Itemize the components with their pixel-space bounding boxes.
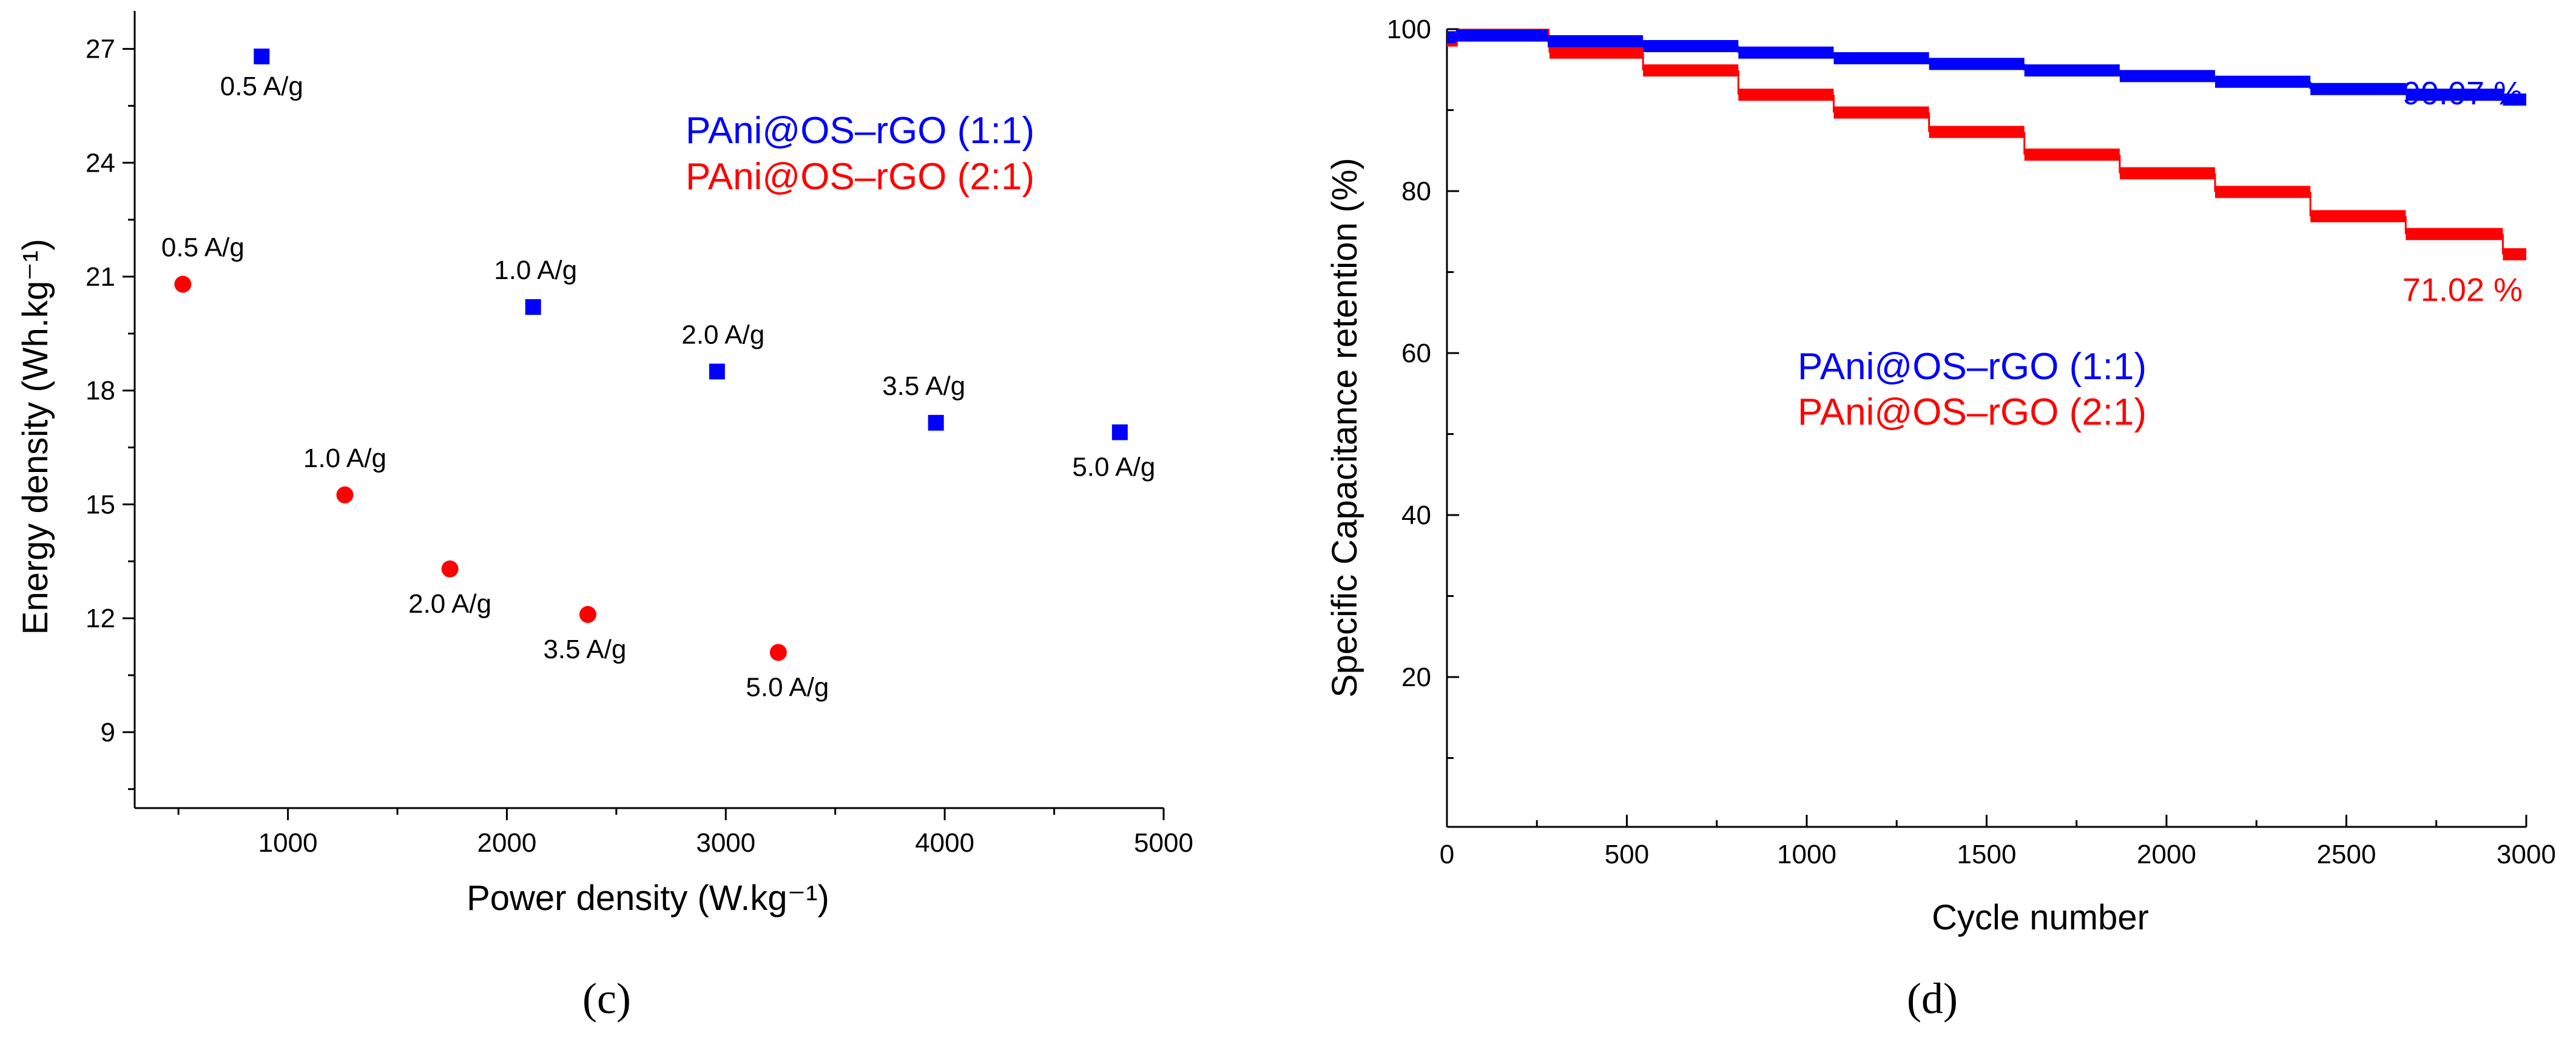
d-y-tick-label: 100 — [1387, 15, 1431, 44]
c-point-label: 1.0 A/g — [303, 443, 386, 473]
energy-power-chart: 1000 2000 3000 4000 5000 9 12 15 18 21 24 27 0.5 A/g… — [16, 11, 1193, 1023]
c-point-series-2 — [174, 275, 192, 293]
c-panel-label: (c) — [582, 974, 631, 1023]
d-x-tick-label: 2500 — [2317, 840, 2376, 869]
d-legend-series-1: PAni@OS–rGO (1:1) — [1798, 346, 2146, 388]
c-point-label: 5.0 A/g — [1072, 453, 1155, 482]
c-point-label: 2.0 A/g — [681, 320, 764, 349]
d-end-label-series-1: 90.07 % — [2402, 75, 2523, 112]
c-point-label: 5.0 A/g — [746, 672, 829, 702]
c-x-tick-label: 2000 — [477, 828, 537, 858]
c-point-series-1 — [1111, 424, 1128, 440]
c-x-tick-label: 3000 — [696, 828, 755, 858]
d-x-tick-label: 0 — [1440, 840, 1454, 869]
d-y-tick-label: 20 — [1401, 662, 1431, 692]
d-y-tick-label: 60 — [1401, 339, 1431, 368]
c-point-label: 1.0 A/g — [494, 255, 577, 285]
c-point-label: 3.5 A/g — [882, 371, 965, 401]
d-legend-series-2: PAni@OS–rGO (2:1) — [1798, 391, 2146, 433]
c-x-tick-label: 5000 — [1134, 828, 1193, 858]
c-y-tick-label: 12 — [86, 604, 115, 633]
d-end-label-series-2: 71.02 % — [2402, 272, 2523, 308]
c-plot-area: 1000 2000 3000 4000 5000 9 12 15 18 21 24 27 0.5 A/g… — [86, 11, 1193, 858]
c-y-tick-label: 15 — [86, 490, 115, 519]
c-point-label: 0.5 A/g — [220, 72, 303, 101]
c-point-series-1 — [254, 49, 270, 65]
c-legend-series-1: PAni@OS–rGO (1:1) — [686, 110, 1034, 152]
c-y-axis-label: Energy density (Wh.kg⁻¹) — [16, 239, 55, 635]
c-point-series-1 — [709, 363, 725, 380]
c-point-series-2 — [441, 560, 459, 578]
d-y-axis-label: Specific Capacitance retention (%) — [1325, 158, 1364, 698]
c-point-series-2 — [579, 605, 596, 623]
d-x-tick-label: 2000 — [2137, 840, 2196, 869]
d-x-axis-label: Cycle number — [1932, 898, 2149, 937]
c-y-tick-label: 9 — [101, 718, 115, 747]
c-x-tick-label: 4000 — [915, 828, 974, 858]
c-point-series-1 — [928, 414, 944, 431]
d-x-tick-label: 500 — [1605, 840, 1649, 869]
c-legend-series-2: PAni@OS–rGO (2:1) — [686, 156, 1034, 198]
c-point-label: 2.0 A/g — [408, 589, 491, 619]
c-point-label: 0.5 A/g — [161, 233, 244, 263]
c-y-tick-label: 18 — [86, 376, 115, 406]
d-plot-area: 0 500 1000 1500 2000 2500 3000 20 40 60 80 100 — [1387, 15, 2556, 869]
c-y-tick-label: 21 — [86, 262, 115, 292]
c-point-series-2 — [769, 644, 787, 661]
c-point-series-2 — [336, 486, 354, 504]
c-x-axis-label: Power density (W.kg⁻¹) — [467, 878, 829, 918]
c-x-tick-label: 1000 — [258, 828, 318, 858]
capacitance-retention-chart: 0 500 1000 1500 2000 2500 3000 20 40 60 80 100 Spec… — [1325, 15, 2556, 1023]
d-panel-label: (d) — [1907, 974, 1958, 1023]
d-x-tick-label: 3000 — [2497, 840, 2556, 869]
d-y-tick-label: 80 — [1401, 177, 1431, 206]
d-y-tick-label: 40 — [1401, 500, 1431, 530]
c-y-tick-label: 27 — [86, 35, 115, 64]
d-x-tick-label: 1000 — [1777, 840, 1836, 869]
c-point-series-1 — [525, 299, 541, 315]
c-y-tick-label: 24 — [86, 148, 115, 178]
d-x-tick-label: 1500 — [1957, 840, 2017, 869]
c-point-label: 3.5 A/g — [543, 635, 626, 664]
